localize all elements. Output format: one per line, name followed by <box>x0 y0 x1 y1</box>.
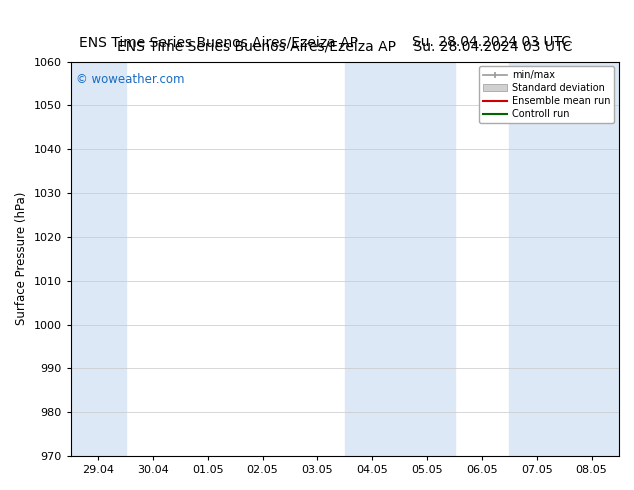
Title: ENS Time Series Buenos Aires/Ezeiza AP    Su. 28.04.2024 03 UTC: ENS Time Series Buenos Aires/Ezeiza AP S… <box>117 40 573 53</box>
Bar <box>71 62 126 456</box>
Text: Su. 28.04.2024 03 UTC: Su. 28.04.2024 03 UTC <box>411 35 571 49</box>
Text: © woweather.com: © woweather.com <box>76 74 184 86</box>
Text: ENS Time Series Buenos Aires/Ezeiza AP: ENS Time Series Buenos Aires/Ezeiza AP <box>79 35 358 49</box>
Y-axis label: Surface Pressure (hPa): Surface Pressure (hPa) <box>15 192 28 325</box>
Bar <box>509 62 619 456</box>
Legend: min/max, Standard deviation, Ensemble mean run, Controll run: min/max, Standard deviation, Ensemble me… <box>479 67 614 123</box>
Bar <box>345 62 455 456</box>
